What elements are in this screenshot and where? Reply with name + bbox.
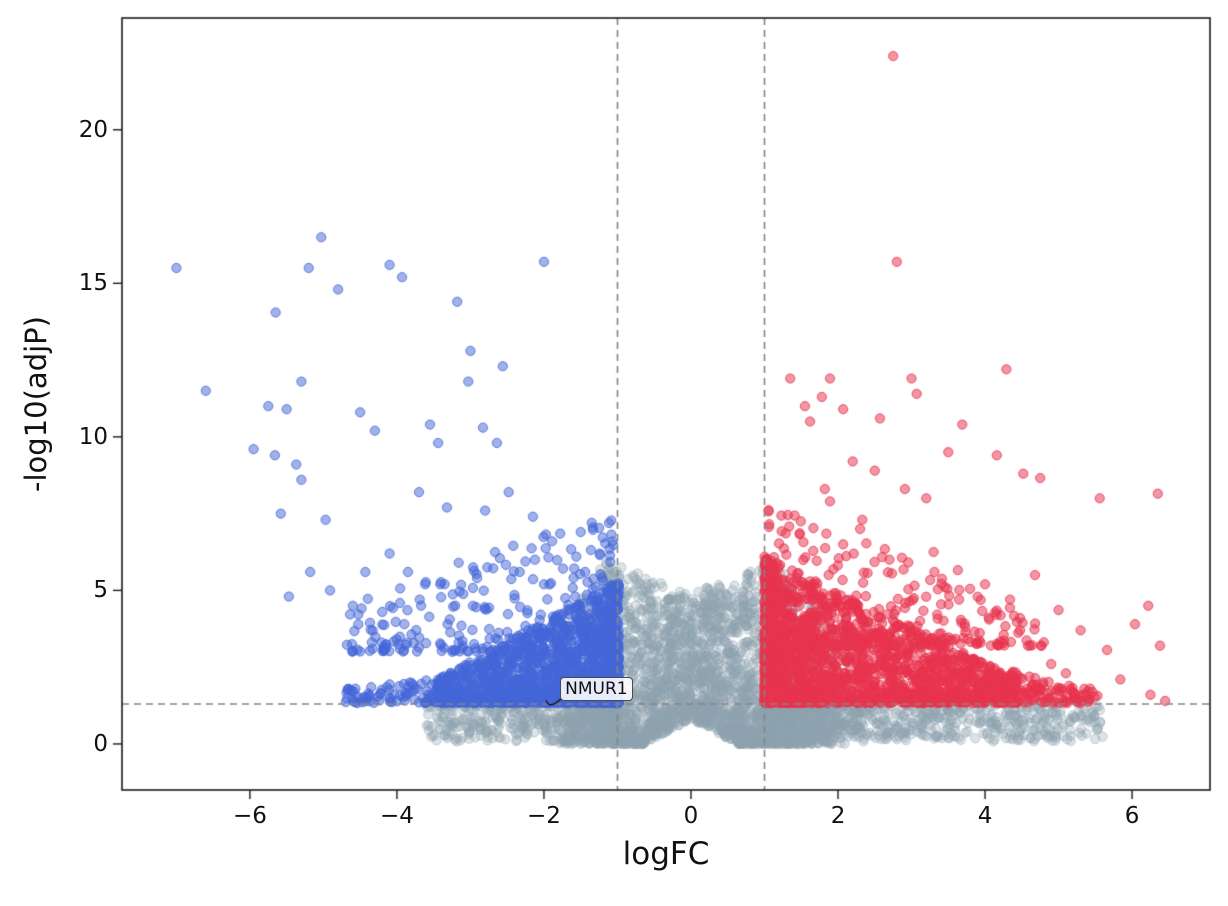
y-tick-label: 5 [93, 577, 108, 604]
x-tick-label: 4 [977, 803, 993, 829]
y-tick-label: 15 [78, 270, 108, 297]
y-axis-label: -log10(adjP) [19, 316, 53, 492]
x-tick-label: −6 [232, 803, 267, 829]
x-tick-label: 2 [830, 803, 846, 829]
x-axis-label: logFC [622, 836, 710, 872]
x-tick-label: −2 [527, 803, 561, 829]
y-tick-label: 10 [78, 423, 108, 450]
y-tick-label: 0 [93, 730, 108, 757]
x-tick-label: 6 [1124, 803, 1140, 829]
y-tick-label: 20 [78, 116, 108, 143]
gene-annotation-label: NMUR1 [560, 676, 633, 701]
x-tick-label: −4 [379, 803, 414, 829]
x-tick-label: 0 [683, 803, 699, 829]
